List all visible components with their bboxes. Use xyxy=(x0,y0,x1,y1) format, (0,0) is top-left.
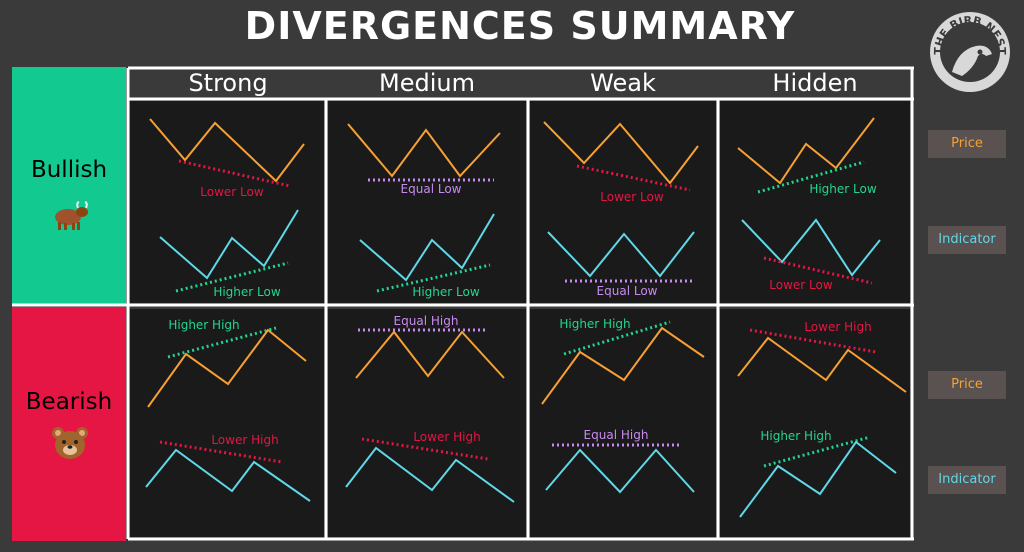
price-label: Higher Low xyxy=(809,182,877,196)
higher-high-trend xyxy=(167,326,277,359)
lower-low-trend xyxy=(763,256,873,285)
price-line xyxy=(347,123,501,178)
indicator-line xyxy=(359,213,495,282)
higher-low-trend xyxy=(175,261,289,293)
indicator-label: Equal High xyxy=(584,428,649,442)
higher-low-trend xyxy=(757,160,865,194)
indicator-label: Equal Low xyxy=(597,284,658,298)
column-header-hidden: Hidden xyxy=(772,69,858,97)
legend-indicator-bearish: Indicator xyxy=(928,466,1006,494)
price-label: Equal Low xyxy=(401,182,462,196)
price-label: Equal High xyxy=(394,314,459,328)
grid-lines xyxy=(12,66,914,541)
indicator-line xyxy=(741,218,881,277)
page-title: DIVERGENCES SUMMARY xyxy=(244,4,796,48)
indicator-label: Higher Low xyxy=(412,285,480,299)
cell-bearish-hidden xyxy=(720,309,910,537)
price-label: Lower Low xyxy=(200,185,264,199)
legend-price-bullish: Price xyxy=(928,130,1006,158)
lower-low-trend xyxy=(576,164,691,192)
bear-emoji-icon xyxy=(52,427,88,459)
cell-bullish-medium xyxy=(328,101,526,303)
indicator-line xyxy=(545,448,695,494)
higher-low-trend xyxy=(376,263,491,293)
indicator-line xyxy=(345,446,515,503)
indicator-label: Lower High xyxy=(413,430,480,444)
lower-high-trend xyxy=(159,440,283,464)
row-header-bullish: Bullish xyxy=(12,67,126,305)
higher-high-trend xyxy=(763,435,871,468)
indicator-line xyxy=(159,209,299,280)
price-label: Higher High xyxy=(168,318,239,332)
cell-bearish-medium xyxy=(328,309,526,537)
cell-bullish-weak xyxy=(530,101,716,303)
row-label-bullish: Bullish xyxy=(30,157,108,183)
price-label: Higher High xyxy=(559,317,630,331)
cell-bearish-strong xyxy=(130,309,324,537)
legend-indicator-bullish: Indicator xyxy=(928,226,1006,254)
price-line xyxy=(149,118,305,183)
bull-emoji-icon xyxy=(55,201,88,230)
cell-bearish-weak xyxy=(530,309,716,537)
indicator-line xyxy=(739,440,897,518)
column-header-weak: Weak xyxy=(590,69,656,97)
indicator-label: Lower Low xyxy=(769,278,833,292)
price-line xyxy=(737,336,907,393)
indicator-line xyxy=(547,231,695,278)
price-line xyxy=(147,328,307,408)
price-line xyxy=(355,330,505,379)
lower-high-trend xyxy=(361,437,489,461)
higher-high-trend xyxy=(563,320,671,356)
row-label-bearish: Bearish xyxy=(25,389,113,415)
indicator-label: Higher Low xyxy=(213,285,281,299)
birb-nest-logo: THE BIRB NEST xyxy=(930,12,1010,92)
indicator-label: Lower High xyxy=(211,433,278,447)
lower-low-trend xyxy=(178,159,291,188)
price-label: Lower High xyxy=(804,320,871,334)
column-header-medium: Medium xyxy=(379,69,475,97)
column-header-strong: Strong xyxy=(188,69,268,97)
price-line xyxy=(541,326,705,405)
legend-price-bearish: Price xyxy=(928,371,1006,399)
indicator-label: Higher High xyxy=(760,429,831,443)
lower-high-trend xyxy=(749,328,877,354)
row-header-bearish: Bearish xyxy=(12,307,126,541)
price-line xyxy=(737,117,875,185)
price-line xyxy=(543,121,699,185)
indicator-line xyxy=(145,448,311,502)
cell-bullish-hidden xyxy=(720,101,910,303)
price-label: Lower Low xyxy=(600,190,664,204)
